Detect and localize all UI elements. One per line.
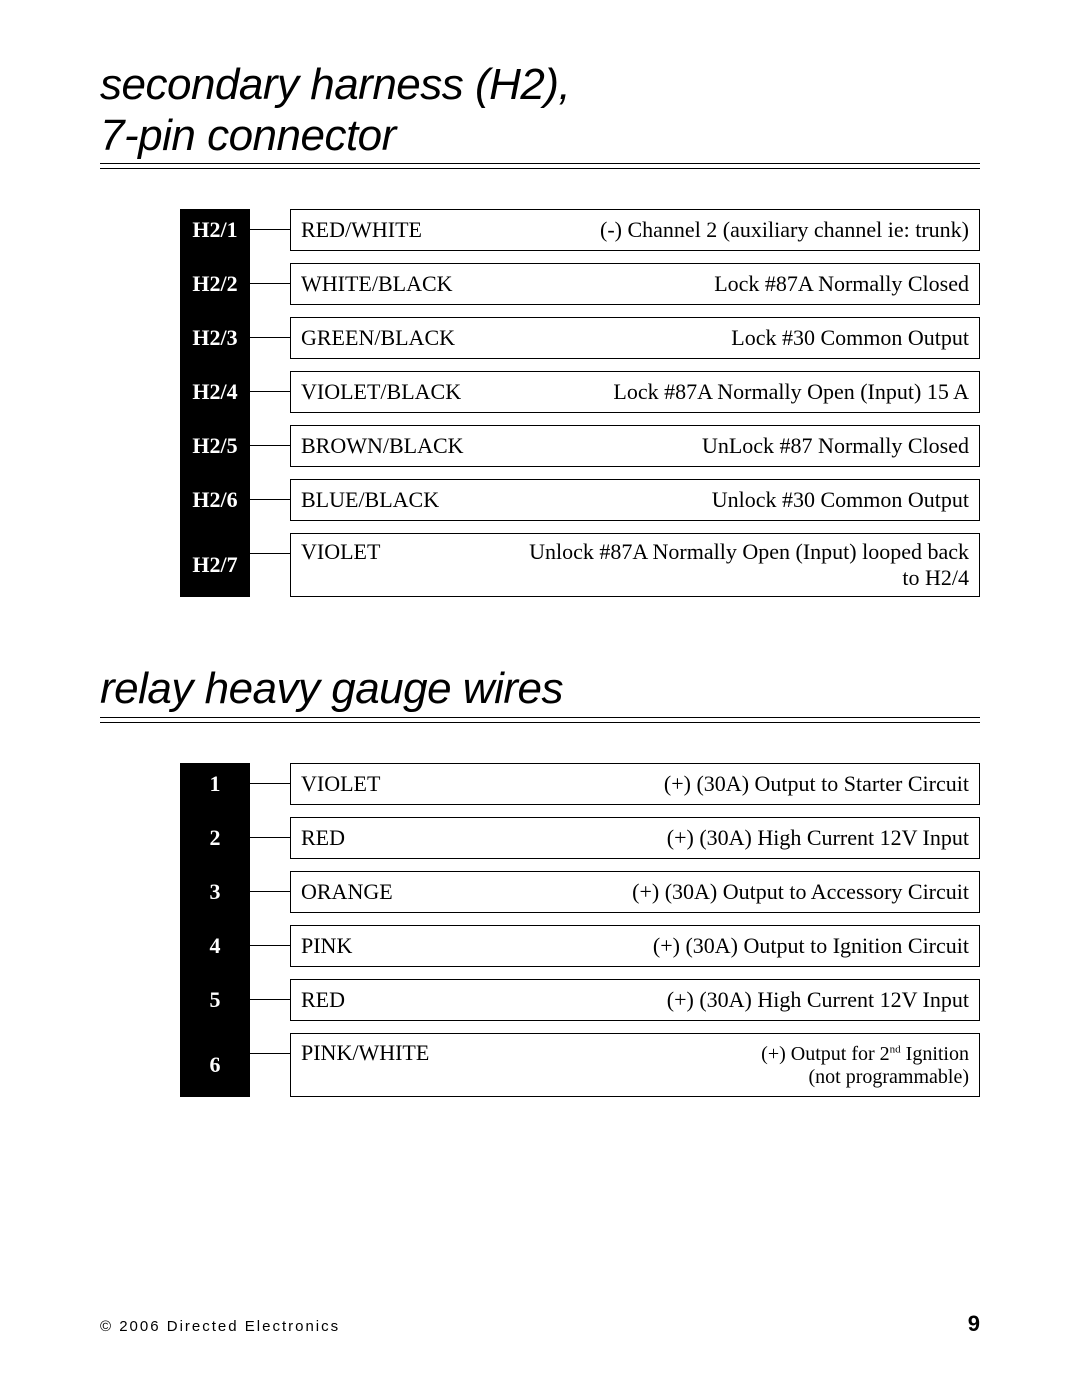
pin-desc: Lock #87A Normally Closed <box>714 271 969 297</box>
pin-desc: Unlock #30 Common Output <box>712 487 969 513</box>
pin-color: PINK/WHITE <box>301 1040 429 1066</box>
pin-label: H2/7 <box>180 533 250 597</box>
pin-line <box>250 979 290 1021</box>
pin-color: VIOLET/BLACK <box>301 379 461 405</box>
pin-row: 2 RED (+) (30A) High Current 12V Input <box>180 817 980 859</box>
pin-label: H2/4 <box>180 371 250 413</box>
pin-label: H2/5 <box>180 425 250 467</box>
pin-desc: (+) Output for 2nd Ignition <box>761 1043 969 1066</box>
pin-desc: (+) (30A) High Current 12V Input <box>667 987 969 1013</box>
pin-row: H2/4 VIOLET/BLACK Lock #87A Normally Ope… <box>180 371 980 413</box>
pin-label: 5 <box>180 979 250 1021</box>
pin-label: 4 <box>180 925 250 967</box>
pin-line <box>250 763 290 805</box>
pin-desc: (+) (30A) Output to Ignition Circuit <box>653 933 969 959</box>
pin-line <box>250 871 290 913</box>
pin-box: RED (+) (30A) High Current 12V Input <box>290 817 980 859</box>
pin-box: GREEN/BLACK Lock #30 Common Output <box>290 317 980 359</box>
pin-box: WHITE/BLACK Lock #87A Normally Closed <box>290 263 980 305</box>
pin-label: 2 <box>180 817 250 859</box>
pin-line <box>250 1033 290 1097</box>
h2-pinout: H2/1 RED/WHITE (-) Channel 2 (auxiliary … <box>180 209 980 597</box>
pin-box: VIOLET Unlock #87A Normally Open (Input)… <box>290 533 980 597</box>
section-2: relay heavy gauge wires 1 VIOLET (+) (30… <box>100 664 980 1097</box>
pin-color: GREEN/BLACK <box>301 325 455 351</box>
pin-box: BLUE/BLACK Unlock #30 Common Output <box>290 479 980 521</box>
page-number: 9 <box>968 1311 980 1337</box>
title-line-1: secondary harness (H2), <box>100 60 570 109</box>
pin-line <box>250 479 290 521</box>
pin-color: WHITE/BLACK <box>301 271 453 297</box>
pin-row: H2/3 GREEN/BLACK Lock #30 Common Output <box>180 317 980 359</box>
pin-desc: (-) Channel 2 (auxiliary channel ie: tru… <box>600 217 969 243</box>
pin-desc-line2: to H2/4 <box>301 565 969 591</box>
pin-color: BROWN/BLACK <box>301 433 464 459</box>
pin-label: H2/2 <box>180 263 250 305</box>
pin-line <box>250 209 290 251</box>
pin-label: 6 <box>180 1033 250 1097</box>
pin-desc: (+) (30A) Output to Accessory Circuit <box>632 879 969 905</box>
pin-row: 6 PINK/WHITE (+) Output for 2nd Ignition… <box>180 1033 980 1097</box>
pin-label: 1 <box>180 763 250 805</box>
pin-desc: Unlock #87A Normally Open (Input) looped… <box>529 539 969 565</box>
section-2-title: relay heavy gauge wires <box>100 664 980 715</box>
pin-box: BROWN/BLACK UnLock #87 Normally Closed <box>290 425 980 467</box>
pin-row: H2/7 VIOLET Unlock #87A Normally Open (I… <box>180 533 980 597</box>
relay-pinout: 1 VIOLET (+) (30A) Output to Starter Cir… <box>180 763 980 1097</box>
pin-color: RED/WHITE <box>301 217 422 243</box>
pin-color: VIOLET <box>301 539 380 565</box>
pin-label: H2/1 <box>180 209 250 251</box>
pin-line <box>250 317 290 359</box>
pin-color: VIOLET <box>301 771 380 797</box>
pin-line <box>250 925 290 967</box>
pin-color: PINK <box>301 933 352 959</box>
pin-line <box>250 817 290 859</box>
pin-desc: (+) (30A) Output to Starter Circuit <box>664 771 969 797</box>
pin-row: 1 VIOLET (+) (30A) Output to Starter Cir… <box>180 763 980 805</box>
pin-desc: Lock #30 Common Output <box>731 325 969 351</box>
pin-line <box>250 425 290 467</box>
pin-box: VIOLET/BLACK Lock #87A Normally Open (In… <box>290 371 980 413</box>
title-rule <box>100 717 980 723</box>
pin-line <box>250 371 290 413</box>
pin-desc-line2: (not programmable) <box>301 1066 969 1089</box>
pin-label: H2/6 <box>180 479 250 521</box>
pin-box: RED (+) (30A) High Current 12V Input <box>290 979 980 1021</box>
title-rule <box>100 163 980 169</box>
pin-row: H2/2 WHITE/BLACK Lock #87A Normally Clos… <box>180 263 980 305</box>
section-1: secondary harness (H2), 7-pin connector … <box>100 60 980 597</box>
pin-label: 3 <box>180 871 250 913</box>
pin-color: RED <box>301 825 345 851</box>
pin-label: H2/3 <box>180 317 250 359</box>
pin-color: BLUE/BLACK <box>301 487 439 513</box>
pin-box: PINK/WHITE (+) Output for 2nd Ignition (… <box>290 1033 980 1097</box>
pin-row: H2/6 BLUE/BLACK Unlock #30 Common Output <box>180 479 980 521</box>
pin-box: RED/WHITE (-) Channel 2 (auxiliary chann… <box>290 209 980 251</box>
pin-color: ORANGE <box>301 879 393 905</box>
pin-line <box>250 533 290 597</box>
pin-color: RED <box>301 987 345 1013</box>
pin-desc: Lock #87A Normally Open (Input) 15 A <box>613 379 969 405</box>
pin-box: VIOLET (+) (30A) Output to Starter Circu… <box>290 763 980 805</box>
footer-copyright: © 2006 Directed Electronics <box>100 1318 340 1335</box>
pin-desc: UnLock #87 Normally Closed <box>702 433 969 459</box>
title-line-2: 7-pin connector <box>100 111 396 160</box>
pin-line <box>250 263 290 305</box>
pin-box: ORANGE (+) (30A) Output to Accessory Cir… <box>290 871 980 913</box>
page-footer: © 2006 Directed Electronics 9 <box>100 1311 980 1337</box>
pin-row: 3 ORANGE (+) (30A) Output to Accessory C… <box>180 871 980 913</box>
pin-row: H2/5 BROWN/BLACK UnLock #87 Normally Clo… <box>180 425 980 467</box>
pin-row: 4 PINK (+) (30A) Output to Ignition Circ… <box>180 925 980 967</box>
pin-box: PINK (+) (30A) Output to Ignition Circui… <box>290 925 980 967</box>
pin-row: 5 RED (+) (30A) High Current 12V Input <box>180 979 980 1021</box>
pin-row: H2/1 RED/WHITE (-) Channel 2 (auxiliary … <box>180 209 980 251</box>
pin-desc: (+) (30A) High Current 12V Input <box>667 825 969 851</box>
section-1-title: secondary harness (H2), 7-pin connector <box>100 60 980 161</box>
